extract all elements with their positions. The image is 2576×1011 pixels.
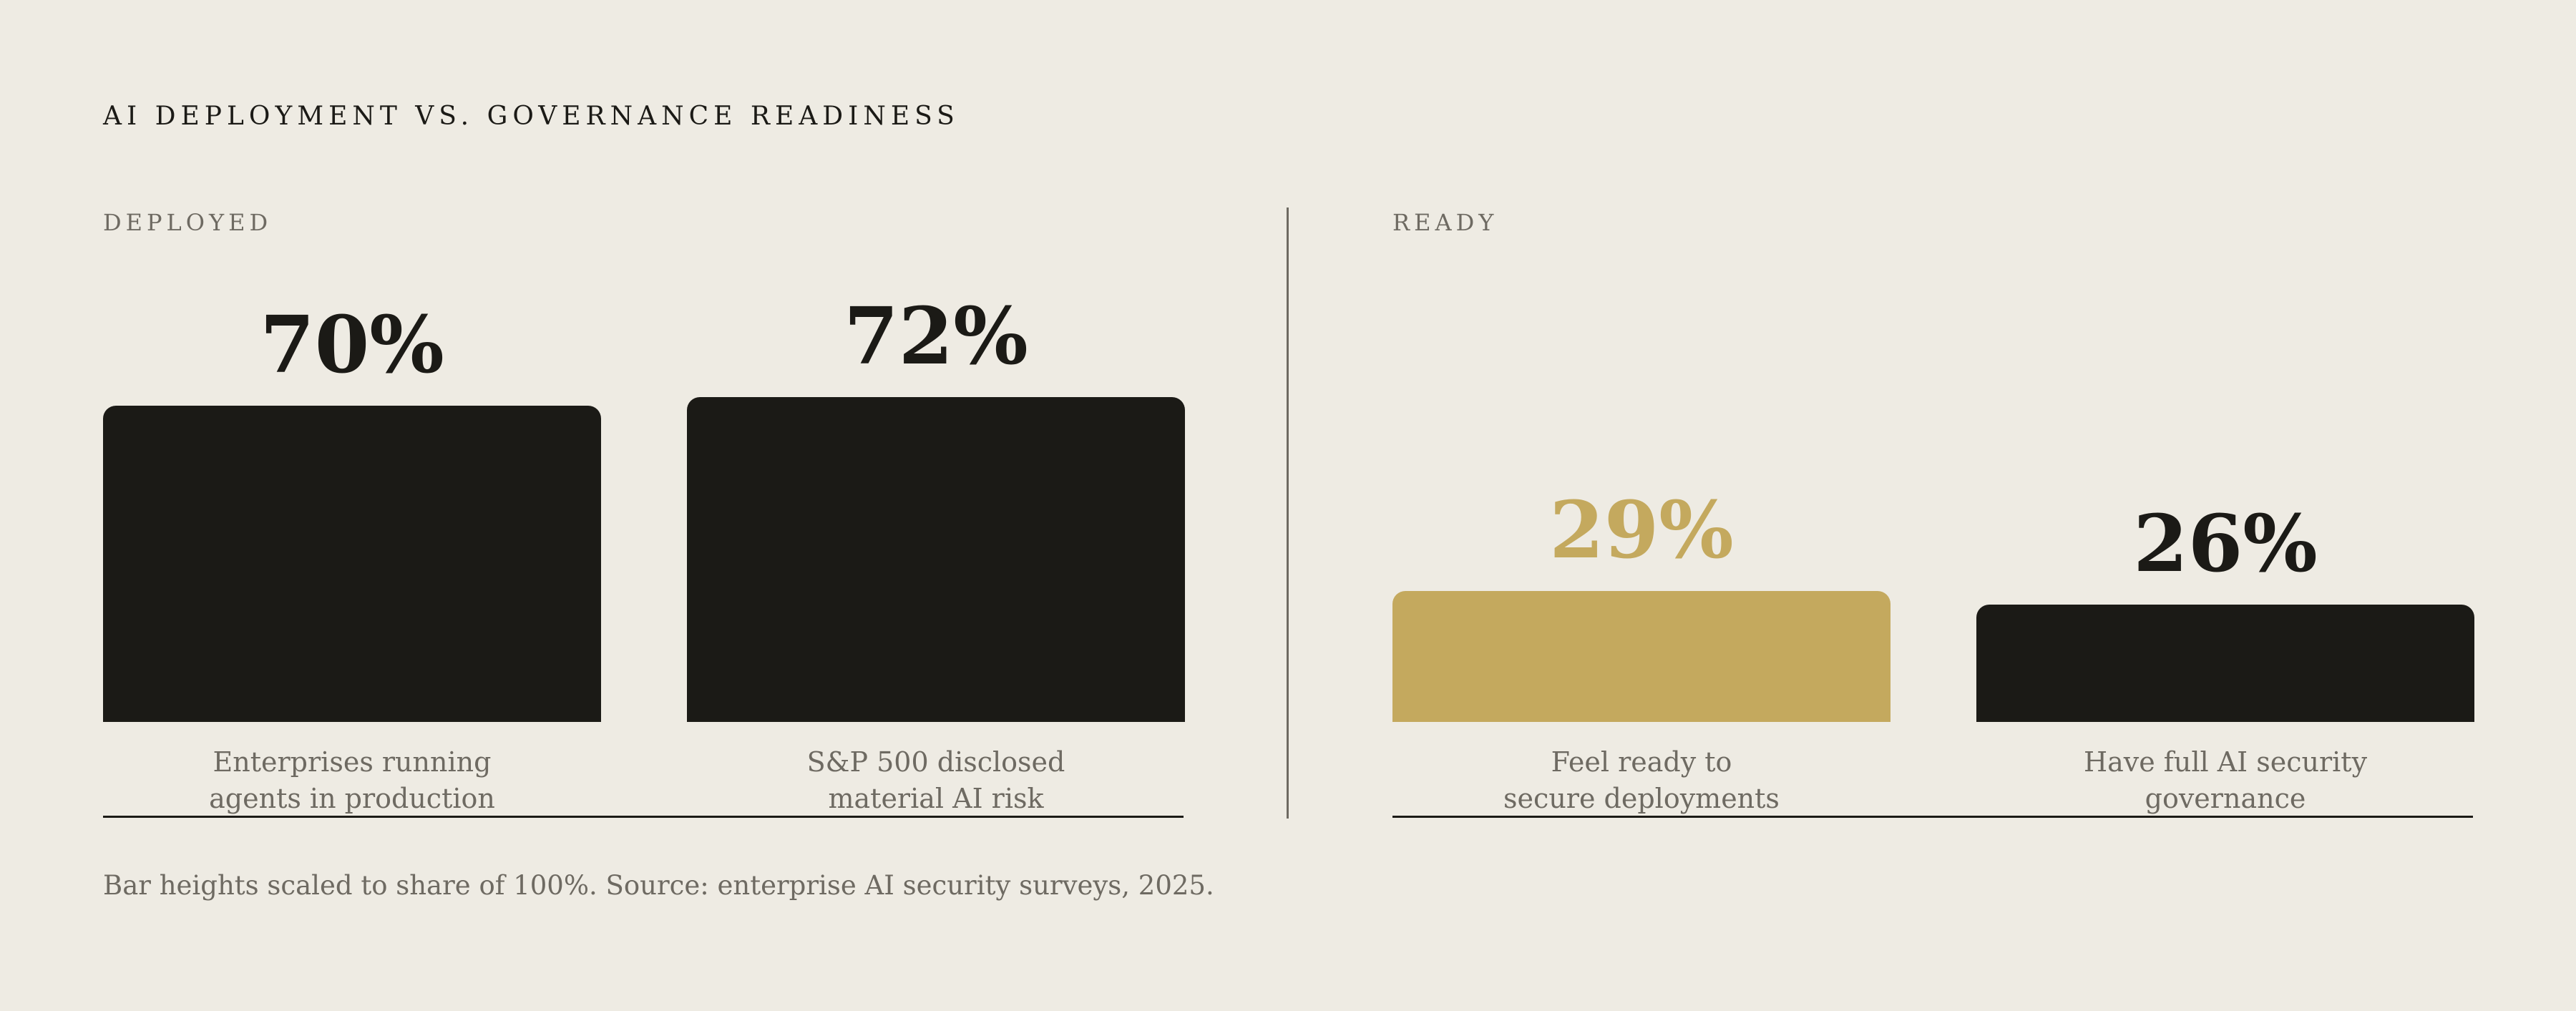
bar-ready-2 bbox=[1976, 604, 2474, 722]
group-label-deployed: DEPLOYED bbox=[103, 209, 273, 236]
value-label: 72% bbox=[844, 289, 1028, 382]
group-label-ready: READY bbox=[1392, 209, 1498, 236]
baseline-ready bbox=[1392, 816, 2473, 818]
value-label: 29% bbox=[1549, 484, 1734, 576]
value-label: 26% bbox=[2133, 497, 2318, 590]
category-label: Have full AI security governance bbox=[1976, 744, 2474, 817]
footnote: Bar heights scaled to share of 100%. Sou… bbox=[103, 870, 1214, 901]
category-label: Feel ready to secure deployments bbox=[1392, 744, 1890, 817]
bar-ready-1 bbox=[1392, 591, 1890, 722]
category-label-line: governance bbox=[2145, 783, 2306, 814]
bar-deployed-1 bbox=[103, 406, 601, 722]
category-label: S&P 500 disclosed material AI risk bbox=[687, 744, 1185, 817]
baseline-deployed bbox=[103, 816, 1184, 818]
value-label: 70% bbox=[260, 298, 444, 391]
category-label-line: Enterprises running bbox=[213, 746, 492, 778]
bar-deployed-2 bbox=[687, 396, 1185, 722]
chart-title: AI DEPLOYMENT VS. GOVERNANCE READINESS bbox=[103, 102, 960, 131]
category-label-line: S&P 500 disclosed bbox=[806, 746, 1065, 778]
category-label-line: secure deployments bbox=[1503, 783, 1780, 814]
category-label-line: agents in production bbox=[209, 783, 495, 814]
category-label: Enterprises running agents in production bbox=[103, 744, 601, 817]
category-label-line: Have full AI security bbox=[2083, 746, 2368, 778]
category-label-line: Feel ready to bbox=[1551, 746, 1732, 778]
group-divider bbox=[1287, 207, 1289, 819]
category-label-line: material AI risk bbox=[828, 783, 1044, 814]
